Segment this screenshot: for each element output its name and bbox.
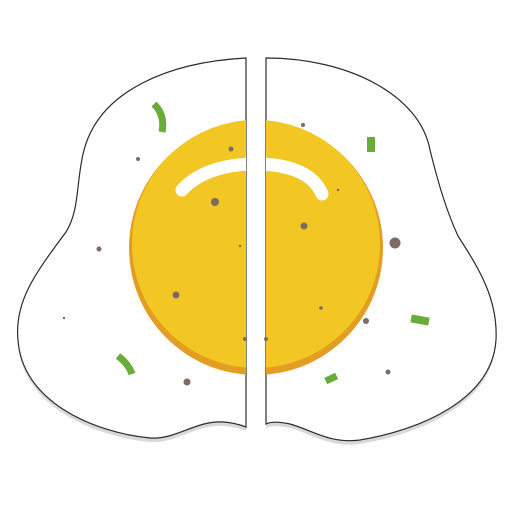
pepper-speck <box>264 337 268 341</box>
pepper-speck <box>228 146 234 152</box>
egg-left-half <box>16 57 247 443</box>
pepper-speck <box>96 246 102 252</box>
pepper-speck <box>183 378 191 386</box>
pepper-speck <box>136 157 140 161</box>
yolk-highlight-left <box>175 157 246 197</box>
herb-flake <box>410 314 430 326</box>
pepper-speck <box>172 291 180 299</box>
pepper-speck <box>385 369 391 375</box>
pepper-speck <box>300 222 308 230</box>
pepper-speck <box>238 244 242 248</box>
herb-flake <box>151 101 167 133</box>
yolk-highlight-right <box>266 157 329 201</box>
egg-right-half <box>264 57 497 445</box>
pepper-speck <box>389 237 401 249</box>
pepper-speck <box>319 306 323 310</box>
pepper-speck <box>336 188 340 192</box>
pepper-speck <box>62 316 66 320</box>
pepper-speck <box>301 123 305 127</box>
pepper-speck <box>243 337 247 341</box>
pepper-speck <box>211 198 219 206</box>
pepper-speck <box>363 318 369 324</box>
herb-flake <box>324 372 339 385</box>
herb-flake <box>115 353 136 376</box>
herb-flake <box>367 137 375 152</box>
